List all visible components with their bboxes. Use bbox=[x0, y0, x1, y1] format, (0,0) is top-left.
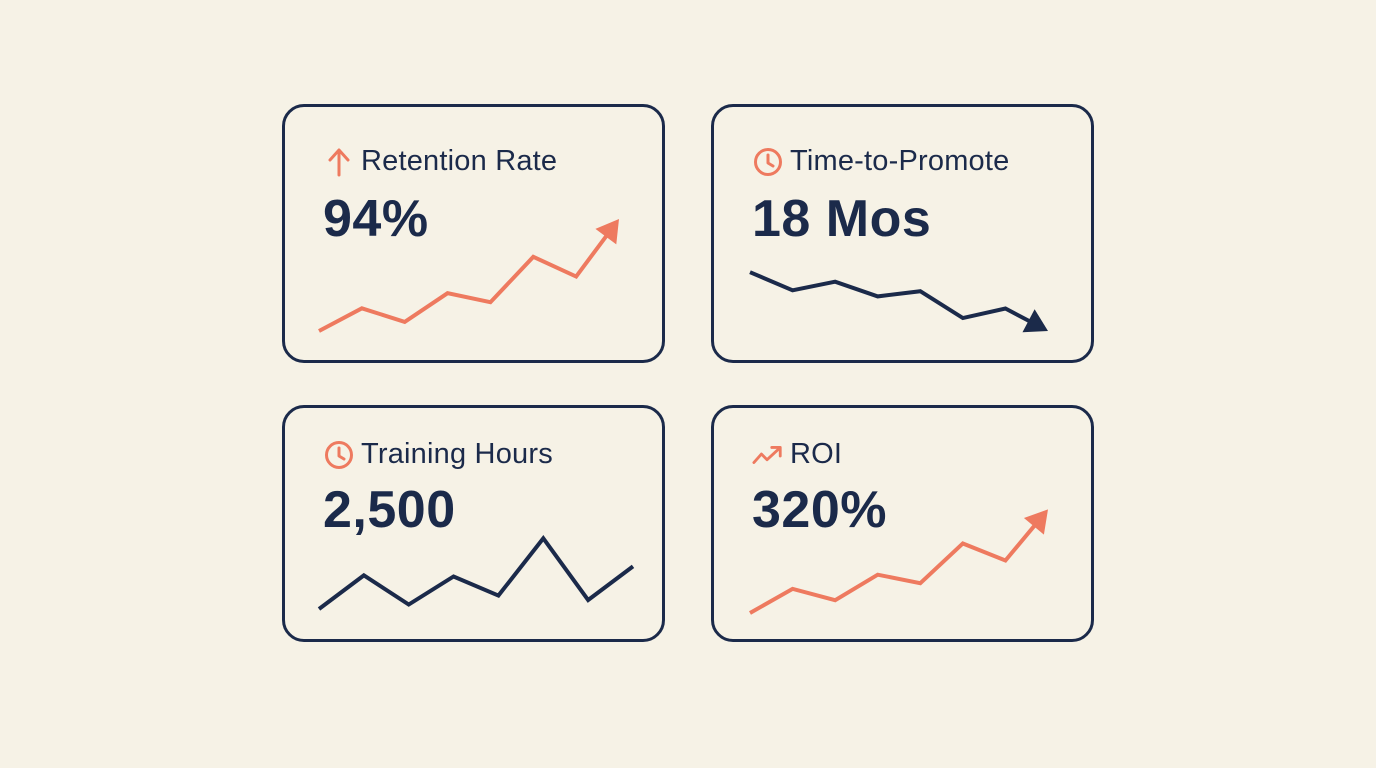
trend-arrowhead bbox=[595, 219, 619, 244]
training-hours-card: Training Hours 2,500 bbox=[282, 405, 665, 642]
sparkline-chart bbox=[714, 107, 1097, 366]
time-to-promote-card: Time-to-Promote 18 Mos bbox=[711, 104, 1094, 363]
retention-rate-card: Retention Rate 94% bbox=[282, 104, 665, 363]
sparkline-chart bbox=[714, 408, 1097, 645]
series-line bbox=[750, 525, 1035, 613]
series-line bbox=[319, 235, 607, 331]
series-line bbox=[750, 272, 1030, 321]
sparkline-chart bbox=[285, 107, 668, 366]
sparkline-chart bbox=[285, 408, 668, 645]
roi-card: ROI 320% bbox=[711, 405, 1094, 642]
series-line bbox=[319, 538, 633, 609]
